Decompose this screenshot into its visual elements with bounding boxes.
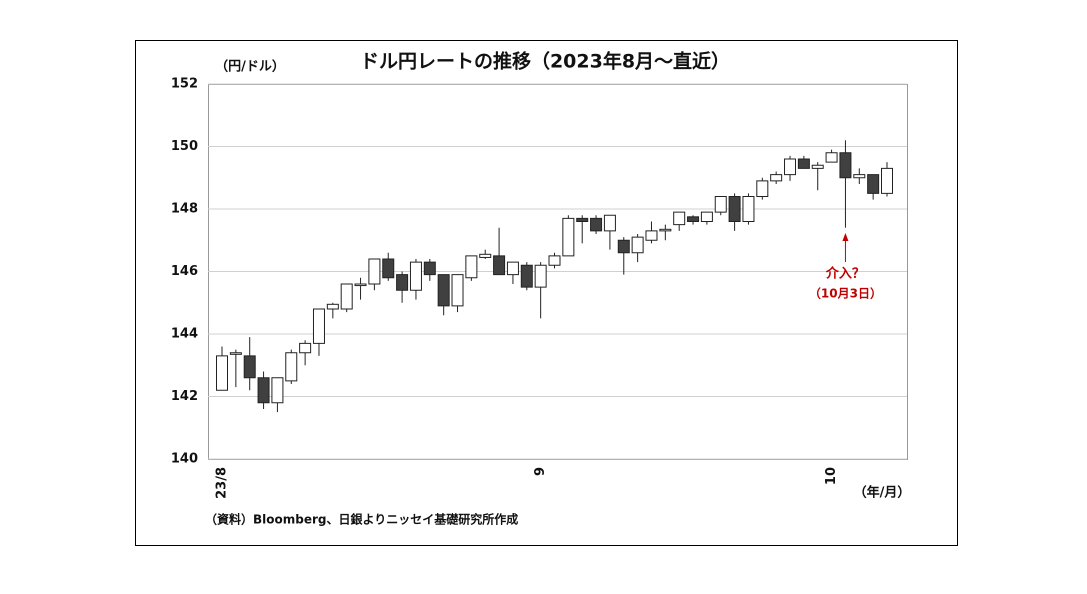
candle-body [299,342,312,354]
candle-body [756,180,769,197]
candle-body [742,196,755,222]
y-tick-label: 144 [171,327,198,342]
candle-body [700,211,713,222]
annotation-arrowhead [842,233,849,241]
y-tick-label: 142 [171,389,198,404]
x-axis-label: （年/月） [854,485,911,501]
candle-body [326,303,339,310]
candle-body [811,164,824,169]
candle-body [479,253,492,258]
y-tick-label: 148 [171,202,198,217]
candle-body [659,228,672,232]
candle-body [423,261,436,276]
chart-title: ドル円レートの推移（2023年8月～直近） [360,50,730,73]
candle-body [271,377,284,404]
candle-body [881,167,893,194]
candle-body [396,274,409,291]
candle-body [534,264,547,288]
candle-body [354,283,367,287]
source-note: （資料）Bloomberg、日銀よりニッセイ基礎研究所作成 [205,512,518,527]
candle-body [839,152,852,179]
candle-body [797,158,810,169]
candle-body [451,274,464,307]
candle-body [825,152,838,163]
candle-body [520,264,533,288]
candle-body [562,217,575,257]
candle-body [714,196,727,213]
annotation-text: 介入？ [825,266,865,282]
candle-body [285,352,298,382]
candle-body [784,158,797,176]
y-tick-label: 150 [171,139,198,154]
candle-body [229,352,242,355]
candle-body [645,230,658,241]
annotation-subtext: （10月3日） [809,286,882,301]
candle-body [368,258,381,285]
candle-body [867,174,880,194]
candle-body [590,217,603,232]
y-tick-label: 152 [171,77,198,92]
candle-body [312,308,325,344]
candle-body [216,355,228,391]
y-tick-label: 146 [171,264,198,279]
y-tick-label: 140 [171,452,198,467]
candle-body [437,274,450,307]
candle-body [493,255,506,276]
x-tick-label: 23/8 [215,467,230,499]
candle-body [673,211,686,226]
chart-frame [135,40,958,546]
candle-body [382,258,395,279]
candle-body [257,377,270,404]
candle-body [576,217,589,222]
candle-body [853,174,866,179]
x-tick-label: 9 [533,467,548,476]
candle-body [687,216,700,222]
candle-body [548,255,561,266]
candle-body [728,196,741,222]
candle-body [243,355,256,379]
candle-body [770,174,783,182]
candle-body [603,214,616,232]
candle-body [631,236,644,254]
y-axis-label: （円/ドル） [215,59,285,75]
candle-body [409,261,422,291]
candle-body [340,283,353,310]
candle-body [617,239,630,254]
candle-body [465,255,478,279]
x-tick-label: 10 [824,467,839,485]
candle-body [506,261,519,276]
